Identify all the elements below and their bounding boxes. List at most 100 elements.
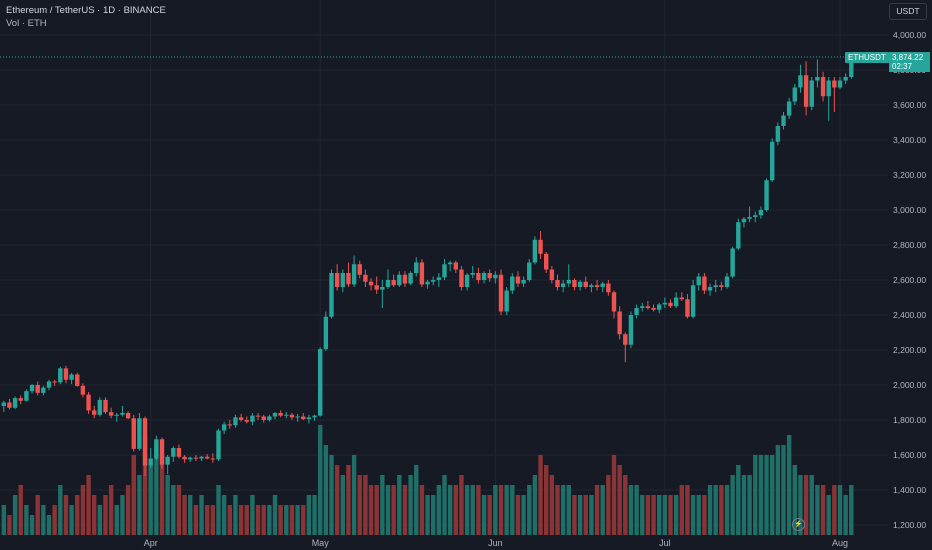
volume-bar (820, 485, 826, 535)
volume-bar (628, 485, 634, 535)
candle-body (707, 287, 713, 291)
candle-body (453, 262, 458, 270)
y-tick-label: 2,800.00 (893, 240, 926, 250)
volume-bar (114, 505, 119, 535)
volume-bar (431, 495, 436, 535)
candle-body (114, 414, 119, 416)
volume-bar (826, 495, 831, 535)
candle-body (346, 273, 351, 285)
volume-bar (176, 485, 182, 535)
volume-bar (815, 485, 820, 535)
candle-body (628, 315, 634, 345)
volume-bar (527, 485, 532, 535)
x-tick-label: Apr (144, 538, 158, 548)
volume-bar (481, 495, 487, 535)
candle-body (363, 274, 368, 282)
volume-bar (52, 505, 57, 535)
candle-body (306, 417, 312, 420)
candle-body (719, 285, 724, 287)
volume-bar (227, 505, 232, 535)
volume-bar (555, 485, 560, 535)
volume-bar (696, 495, 701, 535)
candle-body (210, 458, 216, 460)
volume-bar (702, 495, 707, 535)
volume-bar (340, 475, 345, 535)
volume-bar (29, 515, 35, 535)
candle-body (385, 280, 391, 287)
last-price-value: 3,874.22 (892, 53, 924, 62)
volume-bar (329, 455, 334, 535)
lightning-icon[interactable]: ⚡ (792, 518, 805, 531)
candle-body (233, 417, 238, 426)
currency-button[interactable]: USDT (889, 3, 927, 20)
volume-bar (380, 475, 385, 535)
candle-body (481, 273, 487, 280)
candle-body (165, 456, 170, 465)
volume-bar (685, 485, 690, 535)
candle-body (176, 448, 182, 457)
candle-body (46, 381, 52, 388)
volume-bar (617, 465, 622, 535)
candle-body (447, 262, 453, 265)
candle-body (685, 299, 690, 317)
candle-body (589, 285, 594, 287)
volume-bar (560, 485, 566, 535)
candle-body (120, 413, 125, 415)
volume-bar (594, 485, 600, 535)
volume-bar (707, 485, 713, 535)
volume-bar (668, 495, 673, 535)
volume-bar (75, 495, 80, 535)
candle-body (374, 285, 379, 290)
volume-bar (148, 465, 153, 535)
candle-body (753, 215, 758, 217)
volume-bar (436, 485, 442, 535)
volume-bar (154, 445, 159, 535)
volume-bar (724, 485, 730, 535)
candle-body (538, 239, 543, 254)
volume-bar (12, 495, 18, 535)
volume-bar (103, 495, 108, 535)
candle-body (80, 385, 86, 395)
candle-body (600, 283, 605, 287)
candle-body (837, 80, 843, 88)
volume-bar (803, 475, 809, 535)
volume-bar (521, 495, 526, 535)
candle-body (504, 290, 509, 312)
candle-body (431, 280, 436, 282)
volume-bar (657, 495, 662, 535)
volume-bar (764, 455, 769, 535)
volume-bar (261, 505, 266, 535)
price-axis[interactable]: 1,200.00 1,400.00 1,600.00 1,800.00 2,000.00… (893, 30, 926, 530)
candle-body (103, 399, 108, 413)
y-tick-label: 3,200.00 (893, 170, 926, 180)
y-tick-label: 2,000.00 (893, 380, 926, 390)
candle-body (63, 368, 69, 380)
candle-body (617, 311, 622, 335)
candle-body (798, 75, 803, 88)
candle-body (12, 398, 18, 408)
candle-body (86, 394, 91, 411)
y-tick-label: 1,600.00 (893, 450, 926, 460)
candle-body (205, 456, 210, 459)
candle-body (238, 417, 244, 420)
time-axis[interactable]: Apr May Jun Jul Aug (144, 538, 848, 548)
volume-legend: Vol · ETH (6, 18, 47, 29)
candle-body (690, 285, 696, 317)
volume-bar (464, 485, 470, 535)
candle-body (849, 57, 854, 77)
candle-body (289, 414, 295, 418)
volume-bar (459, 475, 464, 535)
candle-body (255, 415, 261, 417)
candle-body (284, 414, 289, 416)
candle-body (52, 381, 57, 383)
volume-bar (278, 505, 283, 535)
candle-body (498, 274, 504, 312)
volume-bar (736, 465, 741, 535)
candle-body (216, 430, 221, 460)
volume-bar (611, 455, 617, 535)
volume-bar (159, 455, 165, 535)
bar-countdown: 02:37 (892, 62, 913, 71)
volume-bar (391, 485, 396, 535)
volume-bar (679, 485, 684, 535)
